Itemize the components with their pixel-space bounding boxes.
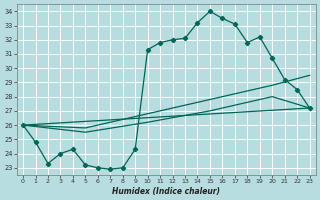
- X-axis label: Humidex (Indice chaleur): Humidex (Indice chaleur): [112, 187, 220, 196]
